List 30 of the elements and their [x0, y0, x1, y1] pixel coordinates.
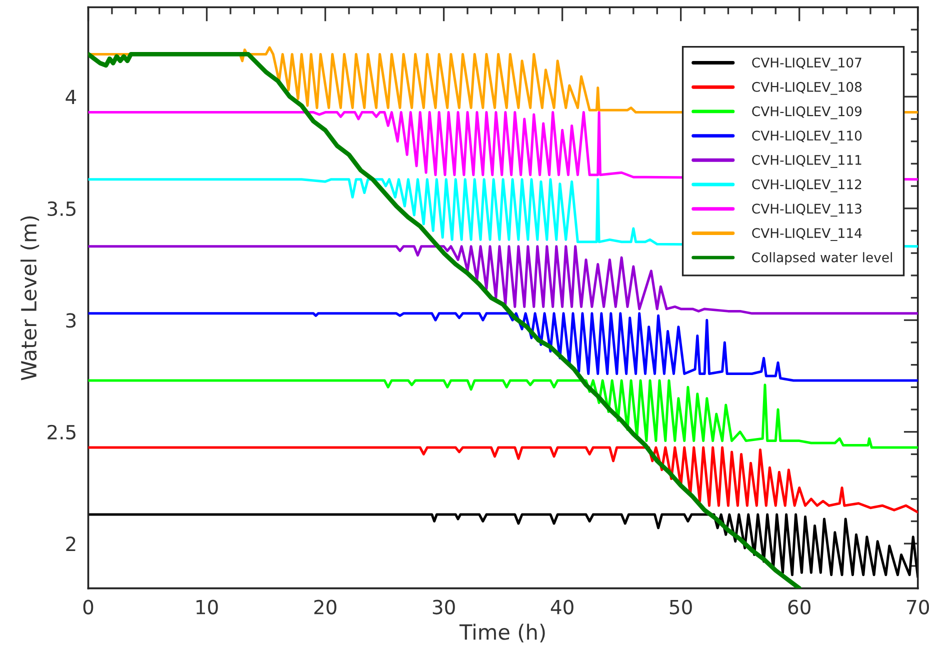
line-series	[88, 245, 918, 315]
legend-label: CVH-LIQLEV_112	[752, 179, 862, 192]
x-tick-label: 10	[196, 600, 218, 614]
x-tick-label: 0	[83, 600, 94, 614]
legend-label: CVH-LIQLEV_110	[752, 130, 862, 144]
legend-label: CVH-LIQLEV_111	[752, 154, 862, 168]
x-tick-label: 50	[670, 600, 692, 614]
y-tick-label: 4	[66, 90, 76, 104]
legend-label: CVH-LIQLEV_108	[752, 82, 862, 95]
x-axis-title: Time (h)	[459, 624, 545, 642]
y-axis-title: Water Level (m)	[20, 216, 40, 380]
x-tick-label: 40	[550, 600, 574, 614]
x-tick-label: 70	[907, 600, 929, 614]
line-series	[88, 178, 918, 248]
y-tick-label: 3.5	[48, 201, 76, 216]
legend-label: CVH-LIQLEV_109	[752, 106, 862, 120]
y-tick-label: 2.5	[48, 424, 76, 440]
legend-label: CVH-LIQLEV_113	[752, 204, 862, 217]
line-series	[88, 446, 918, 514]
legend-label: CVH-LIQLEV_107	[752, 58, 862, 70]
line-series	[88, 312, 918, 382]
line-series	[88, 513, 918, 578]
y-tick-label: 2	[66, 536, 76, 551]
legend-label: Collapsed water level	[752, 252, 892, 265]
x-tick-label: 20	[314, 600, 336, 614]
legend-label: CVH-LIQLEV_114	[752, 228, 862, 241]
line-series	[88, 379, 918, 449]
y-tick-label: 3	[66, 313, 76, 328]
x-tick-label: 30	[432, 600, 455, 614]
x-tick-label: 60	[788, 600, 810, 614]
